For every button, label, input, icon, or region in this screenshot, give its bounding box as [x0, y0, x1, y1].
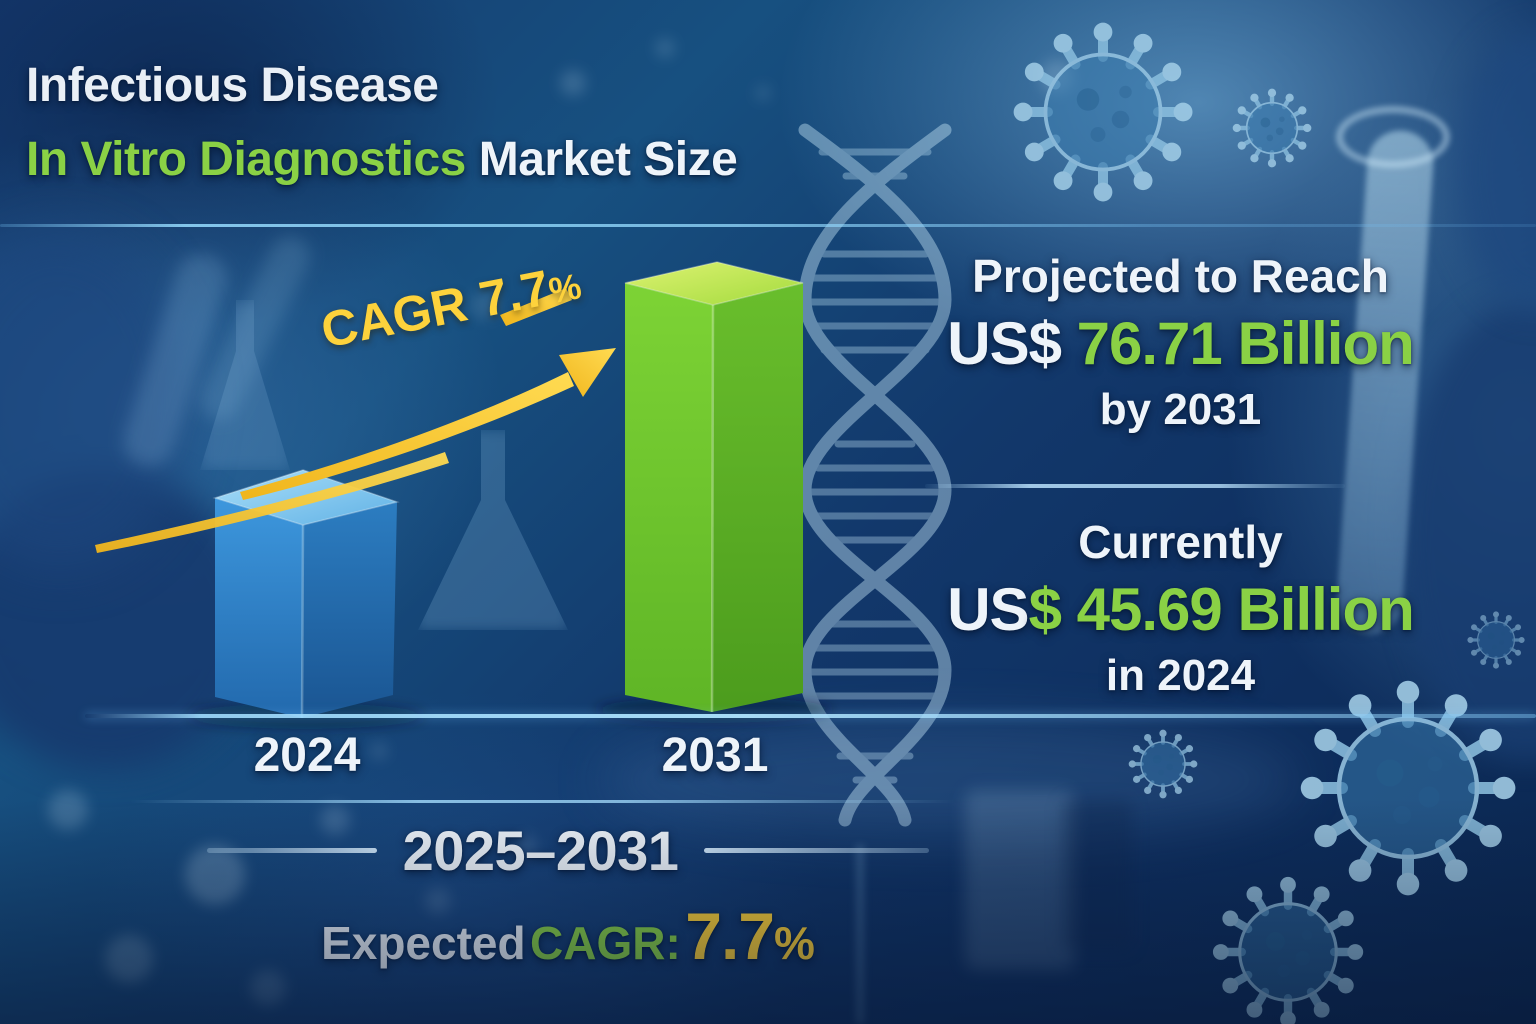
title-highlight: In Vitro Diagnostics [26, 133, 466, 186]
virus-icon [1237, 93, 1307, 163]
current-heading: Currently [1078, 516, 1283, 568]
current-period: in 2024 [1105, 651, 1256, 701]
projected-stat-block: Projected to Reach US$ 76.71 Billion by … [928, 250, 1433, 435]
title-line-1: Infectious Disease [26, 59, 439, 112]
beaker-silhouette [965, 790, 1075, 970]
projected-value: US$ 76.71 Billion [928, 309, 1433, 377]
virus-icon [1132, 733, 1193, 794]
test-tube-rim [1336, 106, 1450, 168]
bokeh-dot [425, 888, 451, 914]
projected-currency: US$ [947, 309, 1062, 377]
bokeh-dot [470, 290, 500, 320]
projected-period: by 2031 [1099, 385, 1262, 435]
virus-icon [1023, 32, 1183, 192]
footer-range-row: 2025–2031 [163, 818, 973, 883]
footer-divider-line [130, 800, 955, 803]
projected-amount: 76.71 Billion [1076, 309, 1415, 377]
bokeh-dot [560, 70, 586, 96]
range-dash-right [704, 848, 930, 853]
current-currency-us: US [947, 575, 1029, 643]
bokeh-dot [370, 742, 388, 760]
bar-label-2024: 2024 [253, 729, 361, 782]
bokeh-dot [515, 835, 537, 857]
virus-icon [1312, 692, 1504, 884]
growth-arrow-icon [95, 288, 616, 553]
virus-icon [1470, 614, 1521, 665]
footer-cagr-percent: % [774, 917, 815, 969]
background-streak [856, 845, 864, 1024]
range-dash-left [206, 848, 377, 853]
bokeh-dot [320, 805, 350, 835]
bench-glow [600, 720, 1300, 840]
bokeh-dot [655, 38, 675, 58]
footer-range: 2025–2031 [402, 819, 679, 882]
beaker-silhouette [1062, 800, 1132, 950]
chart-baseline [85, 714, 1536, 718]
bar-2024 [212, 469, 400, 719]
footer-cagr-label: CAGR: [530, 917, 681, 969]
bar-label-2031: 2031 [661, 729, 769, 782]
title-rest: Market Size [478, 133, 738, 186]
bokeh-dot [610, 150, 628, 168]
virus-icon [1221, 885, 1356, 1020]
footer-cagr-row: Expected CAGR: 7.7% [163, 898, 973, 974]
bokeh-dot [105, 935, 153, 983]
cagr-callout-value: 7.7 [474, 259, 554, 328]
bokeh-dot [185, 845, 245, 905]
projected-heading: Projected to Reach [972, 250, 1389, 302]
expected-label: Expected [321, 917, 526, 969]
current-stat-block: Currently US$ 45.69 Billion in 2024 [928, 516, 1433, 701]
page-title: Infectious Disease In Vitro Diagnostics … [26, 59, 738, 186]
title-line-2: In Vitro Diagnostics Market Size [26, 133, 738, 186]
footer-cagr-value: 7.7 [685, 899, 775, 973]
bokeh-dot [48, 790, 88, 830]
current-currency-dollar: $ [1028, 575, 1062, 643]
bokeh-dot [250, 970, 286, 1006]
title-divider-line [0, 224, 1536, 227]
bokeh-dot [755, 85, 771, 101]
bar-2031 [624, 261, 804, 713]
current-amount: 45.69 Billion [1076, 575, 1415, 643]
current-value: US$ 45.69 Billion [928, 575, 1433, 643]
stats-divider-line [925, 484, 1345, 488]
